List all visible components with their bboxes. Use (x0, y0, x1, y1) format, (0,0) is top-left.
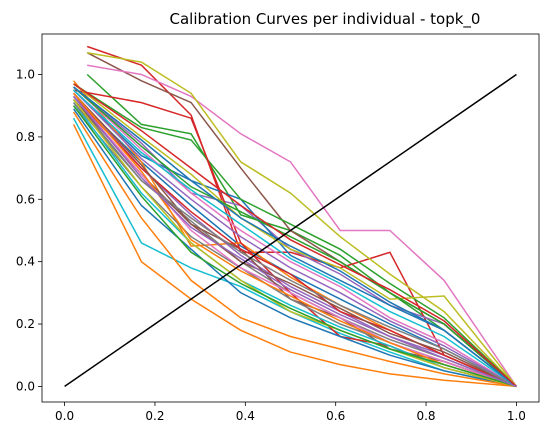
series-line-34 (73, 83, 517, 387)
x-tick-label: 0.0 (55, 409, 74, 423)
series-line-9 (87, 51, 517, 387)
chart-title: Calibration Curves per individual - topk… (170, 10, 481, 29)
x-axis: 0.0 0.2 0.4 0.6 0.8 1.0 (55, 402, 526, 423)
series-line-4 (86, 45, 517, 388)
series-line-17 (73, 86, 517, 388)
y-tick-label: 0.4 (16, 255, 35, 269)
axes-frame (41, 33, 540, 403)
series-line-31 (73, 86, 517, 387)
y-tick-label: 0.2 (16, 317, 35, 331)
series-line-33 (72, 105, 517, 388)
reference-layer (64, 73, 517, 388)
x-tick-label: 0.2 (145, 409, 164, 423)
series-layer (72, 45, 518, 388)
series-line-22 (72, 111, 517, 388)
y-tick-label: 0.8 (16, 130, 35, 144)
series-line-25 (73, 89, 517, 388)
y-axis: 0.0 0.2 0.4 0.6 0.8 1.0 (16, 68, 42, 393)
series-line-26 (73, 92, 517, 388)
series-line-30 (73, 89, 517, 388)
plot-area (41, 33, 540, 403)
series-line-20 (72, 102, 517, 388)
x-tick-label: 0.4 (236, 409, 255, 423)
x-tick-label: 0.8 (416, 409, 435, 423)
reference-diagonal-line (64, 73, 517, 388)
x-tick-label: 1.0 (507, 409, 526, 423)
series-line-21 (72, 108, 517, 388)
series-line-7 (87, 64, 518, 387)
series-line-23 (73, 86, 517, 387)
series-line-29 (73, 99, 517, 388)
series-line-5 (73, 86, 517, 387)
y-tick-label: 0.6 (16, 192, 35, 206)
series-line-19 (73, 83, 517, 387)
series-line-2 (72, 124, 517, 388)
x-tick-label: 0.6 (326, 409, 345, 423)
series-line-13 (73, 83, 517, 387)
series-line-35 (73, 95, 517, 388)
series-line-24 (73, 95, 517, 388)
y-tick-label: 0.0 (16, 379, 35, 393)
y-tick-label: 1.0 (16, 68, 35, 82)
